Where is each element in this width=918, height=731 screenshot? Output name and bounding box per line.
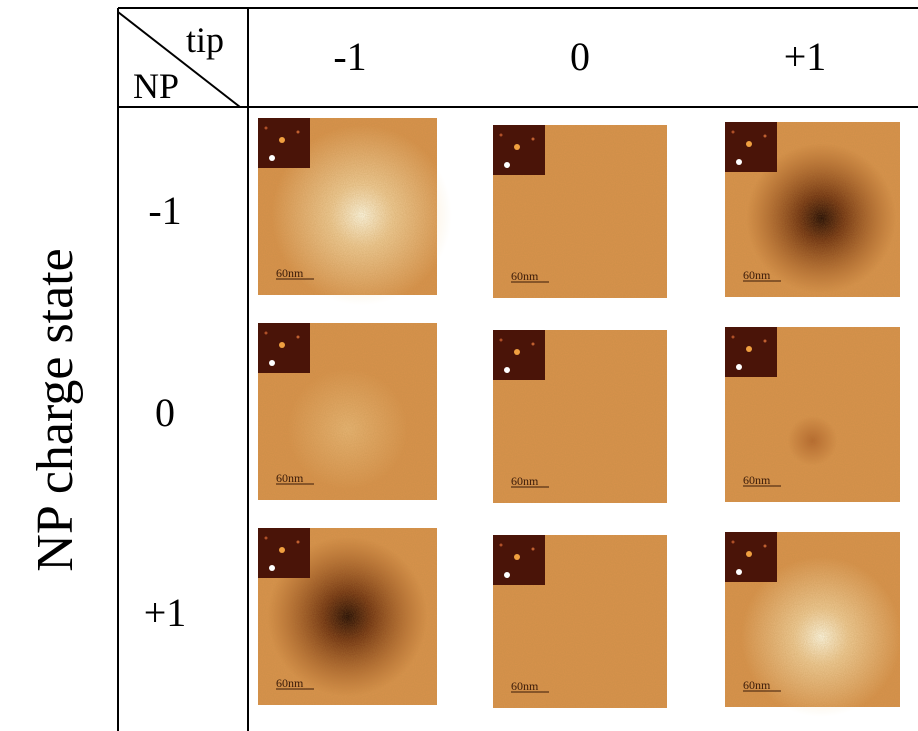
- inset-particle: [532, 548, 535, 551]
- inset-particle: [732, 541, 735, 544]
- inset-particle: [746, 346, 752, 352]
- corner-tip: tip: [186, 20, 224, 60]
- scale-label: 60nm: [276, 266, 304, 280]
- inset-particle: [265, 127, 268, 130]
- scale-label: 60nm: [743, 473, 771, 487]
- inset-particle: [297, 131, 300, 134]
- inset-particle: [504, 572, 510, 578]
- column-header: +1: [784, 34, 827, 79]
- corner-np: NP: [133, 66, 179, 106]
- scale-label: 60nm: [276, 676, 304, 690]
- inset: [258, 323, 310, 373]
- inset: [493, 330, 545, 380]
- inset-particle: [269, 360, 275, 366]
- scale-label: 60nm: [511, 474, 539, 488]
- scale-label: 60nm: [511, 679, 539, 693]
- inset: [725, 327, 777, 377]
- inset-particle: [279, 547, 285, 553]
- inset-particle: [732, 131, 735, 134]
- inset-particle: [764, 135, 767, 138]
- kpfm-panel: 60nm: [493, 330, 667, 503]
- inset-particle: [746, 551, 752, 557]
- inset-particle: [504, 162, 510, 168]
- scale-label: 60nm: [276, 471, 304, 485]
- inset-particle: [500, 544, 503, 547]
- scale-label: 60nm: [743, 678, 771, 692]
- inset-particle: [504, 367, 510, 373]
- inset-particle: [514, 349, 520, 355]
- inset-particle: [514, 144, 520, 150]
- inset-particle: [532, 343, 535, 346]
- inset-particle: [269, 565, 275, 571]
- inset: [725, 122, 777, 172]
- inset-particle: [514, 554, 520, 560]
- kpfm-panel: 60nm: [725, 327, 900, 502]
- kpfm-panel: 60nm: [493, 125, 667, 298]
- inset-particle: [532, 138, 535, 141]
- scale-label: 60nm: [511, 269, 539, 283]
- column-header: -1: [333, 34, 366, 79]
- inset-particle: [736, 159, 742, 165]
- figure: NP charge state tip NP -1 0 +1 -1 60nm 60nm 60…: [0, 0, 918, 731]
- inset-particle: [500, 339, 503, 342]
- inset-particle: [736, 364, 742, 370]
- inset: [258, 528, 310, 578]
- column-header: 0: [570, 34, 590, 79]
- inset-particle: [297, 336, 300, 339]
- row-header: -1: [148, 188, 181, 233]
- inset-particle: [500, 134, 503, 137]
- row-header: 0: [155, 390, 175, 435]
- inset-particle: [279, 342, 285, 348]
- inset: [493, 125, 545, 175]
- inset: [493, 535, 545, 585]
- inset-particle: [265, 332, 268, 335]
- kpfm-panel: 60nm: [725, 532, 901, 717]
- scale-label: 60nm: [743, 268, 771, 282]
- inset-particle: [732, 336, 735, 339]
- inset-particle: [279, 137, 285, 143]
- inset-particle: [269, 155, 275, 161]
- inset-particle: [265, 537, 268, 540]
- kpfm-panel: 60nm: [258, 528, 437, 705]
- row-header: +1: [144, 590, 187, 635]
- kpfm-panel: 60nm: [725, 122, 900, 297]
- inset-particle: [764, 545, 767, 548]
- inset-particle: [297, 541, 300, 544]
- inset-particle: [746, 141, 752, 147]
- kpfm-panel: 60nm: [258, 323, 437, 500]
- inset-particle: [736, 569, 742, 575]
- kpfm-panel: 60nm: [493, 535, 667, 708]
- inset-particle: [764, 340, 767, 343]
- kpfm-panel: 60nm: [258, 118, 452, 305]
- inset: [725, 532, 777, 582]
- axis-label: NP charge state: [27, 248, 84, 571]
- inset: [258, 118, 310, 168]
